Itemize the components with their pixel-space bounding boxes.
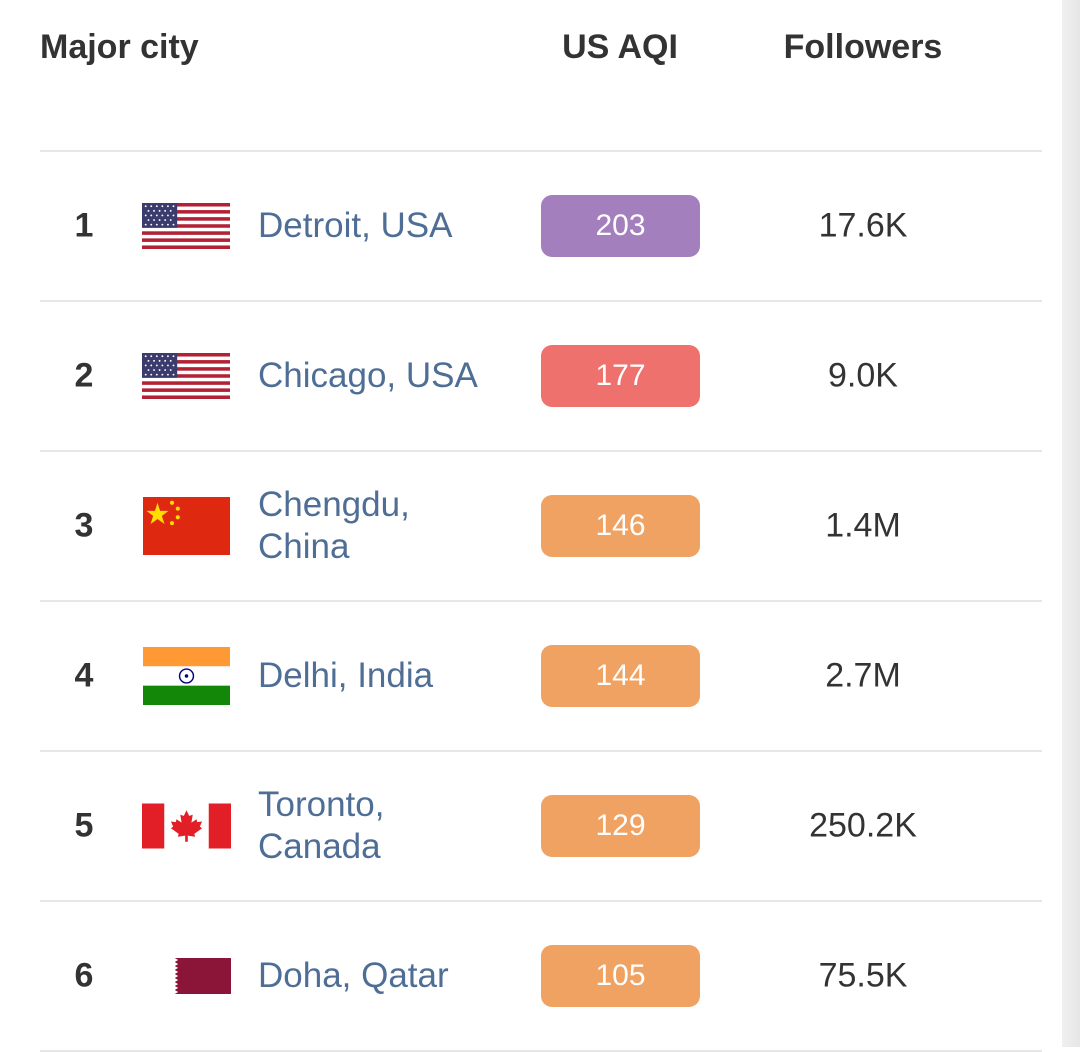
- followers-count: 17.6K: [818, 206, 908, 245]
- canada-flag-icon: [142, 803, 231, 849]
- qatar-flag-icon: [168, 958, 231, 994]
- rank-number: 1: [74, 206, 94, 245]
- city-link[interactable]: Chicago, USA: [258, 356, 478, 395]
- table-row[interactable]: 6 Doha, Qatar 105 75.5K: [40, 900, 1042, 1052]
- header-us-aqi: US AQI: [562, 28, 678, 66]
- followers-count: 75.5K: [818, 956, 908, 995]
- aqi-badge[interactable]: 177: [541, 345, 700, 407]
- city-link[interactable]: Doha, Qatar: [258, 956, 449, 995]
- table-header: Major city US AQI Followers: [0, 0, 1060, 150]
- rank-number: 5: [74, 806, 94, 845]
- table-row[interactable]: 1 Detroit, USA: [40, 150, 1042, 300]
- table-row[interactable]: 3 Chengdu, China 146 1.4M: [40, 450, 1042, 600]
- followers-count: 9.0K: [828, 356, 898, 395]
- india-flag-icon: [143, 647, 230, 705]
- aqi-badge[interactable]: 146: [541, 495, 700, 557]
- header-followers: Followers: [783, 28, 943, 66]
- followers-count: 2.7M: [825, 656, 901, 695]
- city-ranking-table: 1 Detroit, USA: [40, 150, 1042, 1052]
- us-flag-icon: [142, 353, 230, 399]
- aqi-badge[interactable]: 203: [541, 195, 700, 257]
- followers-count: 250.2K: [809, 806, 917, 845]
- rank-number: 2: [74, 356, 94, 395]
- rank-number: 3: [74, 506, 94, 545]
- city-link[interactable]: Delhi, India: [258, 656, 434, 695]
- us-flag-icon: [142, 203, 230, 249]
- aqi-badge[interactable]: 105: [541, 945, 700, 1007]
- city-link[interactable]: Toronto, Canada: [258, 785, 385, 866]
- aqi-badge[interactable]: 144: [541, 645, 700, 707]
- china-flag-icon: [143, 497, 230, 555]
- rank-number: 6: [74, 956, 94, 995]
- table-row[interactable]: 5 Toronto, Canada 129 250.2K: [40, 750, 1042, 900]
- scroll-edge: [1062, 0, 1080, 1047]
- followers-count: 1.4M: [825, 506, 901, 545]
- aqi-badge[interactable]: 129: [541, 795, 700, 857]
- city-link[interactable]: Detroit, USA: [258, 206, 453, 245]
- header-major-city: Major city: [40, 28, 199, 66]
- rank-number: 4: [74, 656, 94, 695]
- city-link[interactable]: Chengdu, China: [258, 485, 410, 566]
- table-row[interactable]: 2 Chicago, USA: [40, 300, 1042, 450]
- table-row[interactable]: 4 Delhi, India 144 2.7M: [40, 600, 1042, 750]
